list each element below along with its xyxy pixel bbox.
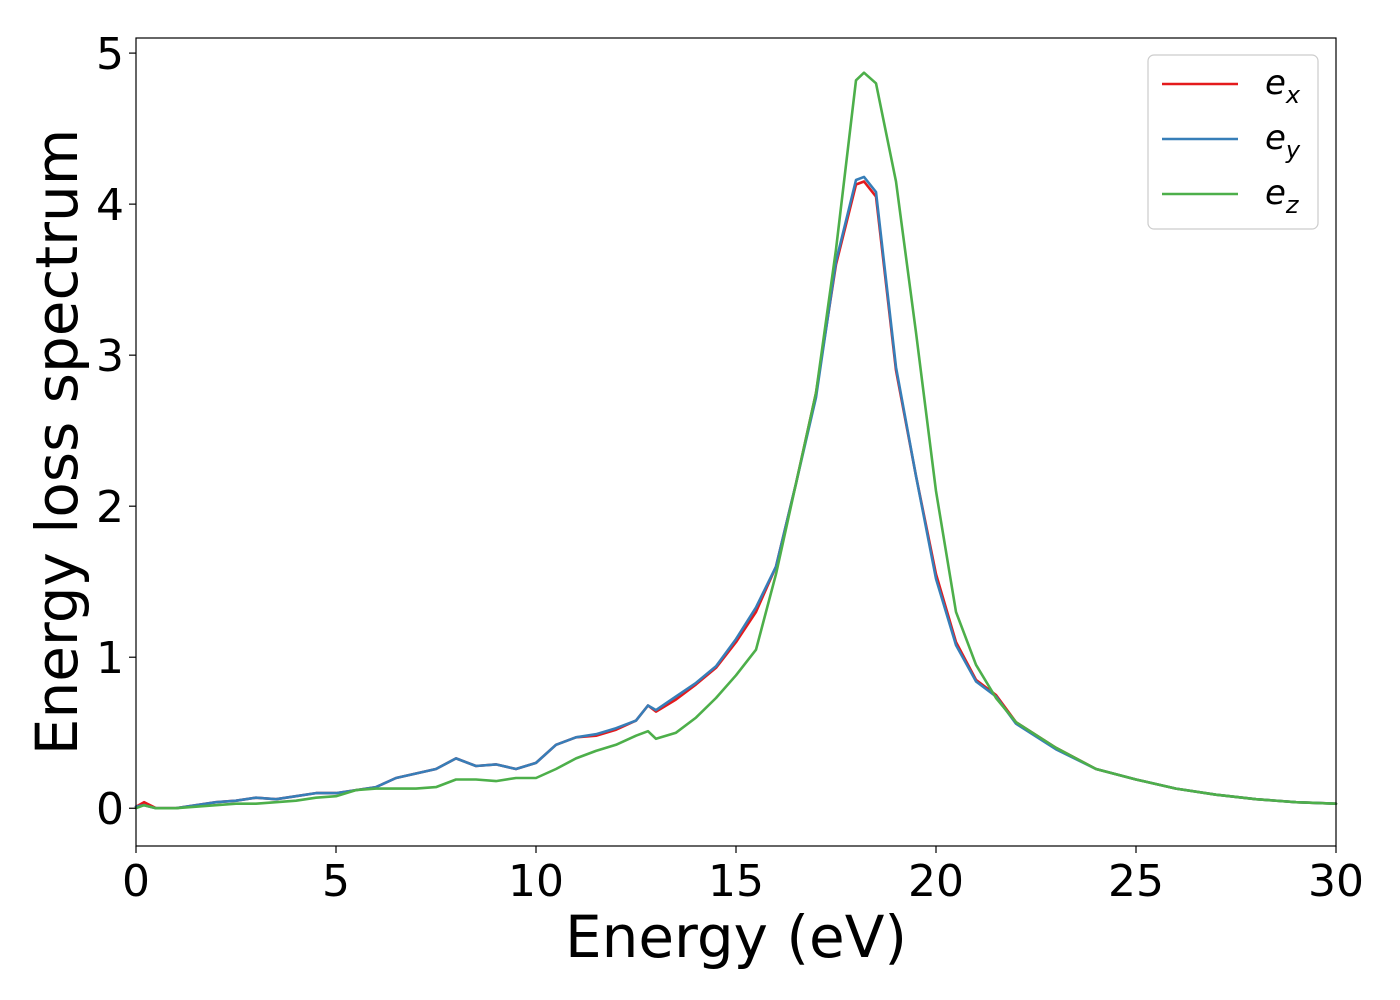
- legend-label-base: e: [1265, 173, 1286, 213]
- legend-label-subscript: z: [1285, 191, 1300, 219]
- x-tick-label: 20: [908, 856, 964, 907]
- legend-label-e-z: ez: [1265, 173, 1300, 219]
- legend-box: [1147, 54, 1319, 230]
- x-tick-label: 25: [1108, 856, 1164, 907]
- y-tick-label: 4: [96, 180, 124, 231]
- x-tick-label: 0: [122, 856, 150, 907]
- y-tick-label: 3: [96, 331, 124, 382]
- y-axis-label: Energy loss spectrum: [23, 129, 91, 755]
- x-tick-label: 15: [708, 856, 764, 907]
- x-tick-label: 5: [322, 856, 350, 907]
- y-tick-label: 0: [96, 784, 124, 835]
- legend-label-subscript: y: [1285, 136, 1301, 164]
- legend-label-subscript: x: [1285, 81, 1301, 109]
- series-layer: [134, 71, 1338, 810]
- y-tick-label: 2: [96, 482, 124, 533]
- series-line-e-z: [134, 71, 1338, 810]
- legend-label-base: e: [1265, 118, 1286, 158]
- legend-label-base: e: [1265, 63, 1286, 103]
- plot-background: [136, 38, 1336, 846]
- legend-label-e-x: ex: [1265, 63, 1301, 109]
- y-tick-label: 5: [96, 29, 124, 80]
- y-tick-label: 1: [96, 633, 124, 684]
- x-axis: 0 5 10 15 20 25 30: [122, 846, 1364, 907]
- x-tick-label: 10: [508, 856, 564, 907]
- x-tick-label: 30: [1308, 856, 1364, 907]
- x-axis-label: Energy (eV): [565, 903, 907, 971]
- y-axis: 0 1 2 3 4 5: [96, 29, 136, 835]
- legend-label-e-y: ey: [1265, 118, 1301, 164]
